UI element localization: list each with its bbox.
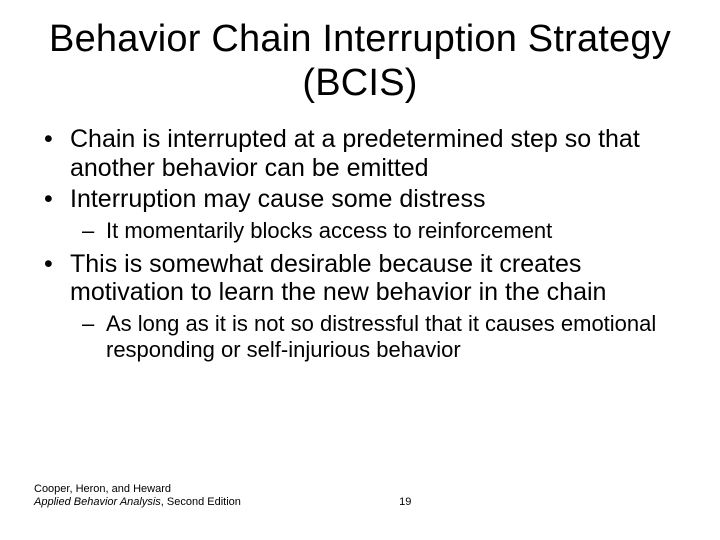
bullet-text: Chain is interrupted at a predetermined … — [70, 125, 640, 182]
slide-title: Behavior Chain Interruption Strategy (BC… — [34, 18, 686, 105]
slide-footer: Cooper, Heron, and Heward Applied Behavi… — [34, 483, 686, 511]
footer-book: Applied Behavior Analysis, Second Editio… — [34, 496, 241, 510]
sub-bullet-text: It momentarily blocks access to reinforc… — [106, 218, 552, 243]
footer-authors: Cooper, Heron, and Heward — [34, 483, 241, 497]
sub-bullet-list: As long as it is not so distressful that… — [70, 311, 686, 363]
bullet-item: This is somewhat desirable because it cr… — [70, 250, 686, 363]
page-number: 19 — [399, 496, 411, 510]
footer-book-edition: , Second Edition — [161, 496, 241, 508]
bullet-item: Interruption may cause some distress It … — [70, 185, 686, 244]
footer-book-title: Applied Behavior Analysis — [34, 496, 161, 508]
bullet-text: This is somewhat desirable because it cr… — [70, 250, 606, 307]
sub-bullet-text: As long as it is not so distressful that… — [106, 311, 656, 362]
bullet-item: Chain is interrupted at a predetermined … — [70, 125, 686, 183]
sub-bullet-item: As long as it is not so distressful that… — [106, 311, 686, 363]
bullet-list: Chain is interrupted at a predetermined … — [34, 125, 686, 363]
footer-citation: Cooper, Heron, and Heward Applied Behavi… — [34, 483, 241, 511]
bullet-text: Interruption may cause some distress — [70, 185, 485, 213]
sub-bullet-list: It momentarily blocks access to reinforc… — [70, 218, 686, 244]
slide: Behavior Chain Interruption Strategy (BC… — [0, 0, 720, 540]
sub-bullet-item: It momentarily blocks access to reinforc… — [106, 218, 686, 244]
